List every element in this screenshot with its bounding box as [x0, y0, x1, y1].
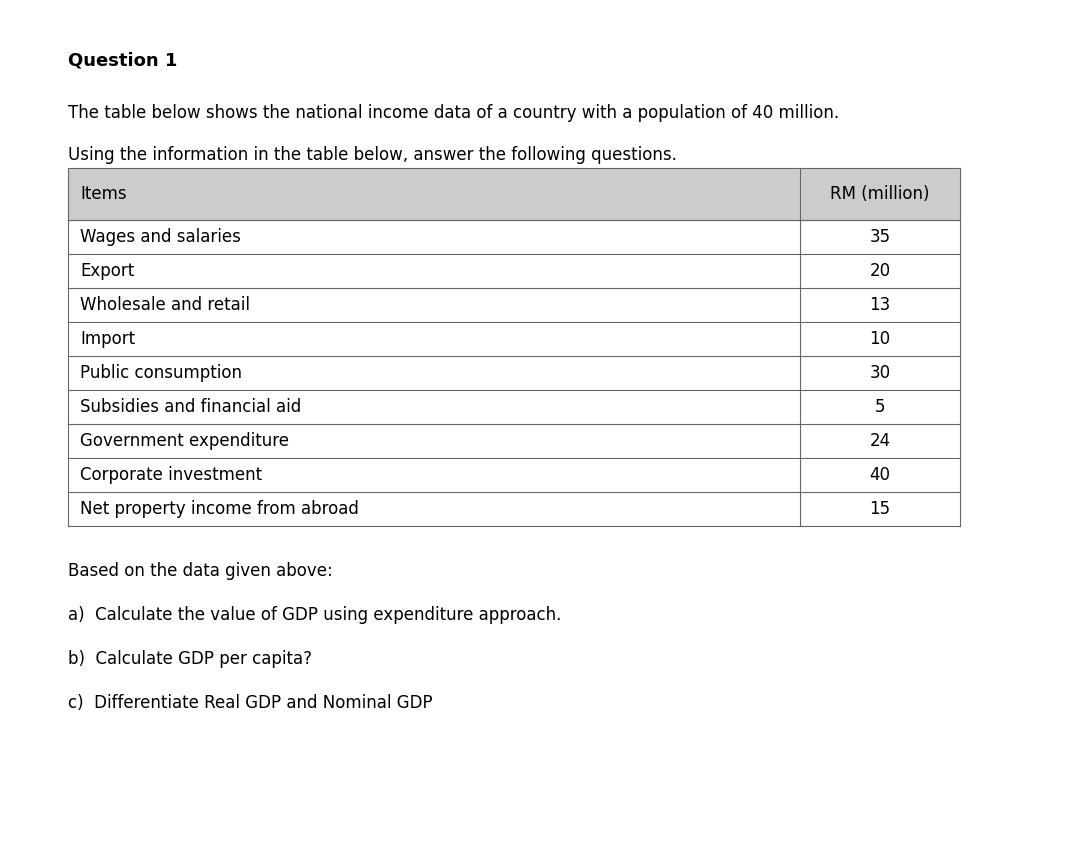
- Text: Using the information in the table below, answer the following questions.: Using the information in the table below…: [68, 146, 677, 164]
- Text: The table below shows the national income data of a country with a population of: The table below shows the national incom…: [68, 104, 839, 122]
- Text: Public consumption: Public consumption: [80, 364, 242, 382]
- Text: 35: 35: [869, 228, 891, 246]
- Text: b)  Calculate GDP per capita?: b) Calculate GDP per capita?: [68, 650, 312, 668]
- Text: a)  Calculate the value of GDP using expenditure approach.: a) Calculate the value of GDP using expe…: [68, 606, 562, 624]
- Text: 40: 40: [869, 466, 891, 484]
- Text: Subsidies and financial aid: Subsidies and financial aid: [80, 398, 301, 416]
- Bar: [68, 322, 960, 356]
- Text: Items: Items: [80, 185, 126, 203]
- Bar: [68, 356, 960, 390]
- Bar: [68, 288, 960, 322]
- Bar: [68, 492, 960, 526]
- Text: Import: Import: [80, 330, 135, 348]
- Bar: [68, 458, 960, 492]
- Text: 20: 20: [869, 262, 891, 280]
- Text: 5: 5: [875, 398, 886, 416]
- Text: Net property income from abroad: Net property income from abroad: [80, 500, 359, 518]
- Text: Corporate investment: Corporate investment: [80, 466, 262, 484]
- Text: 24: 24: [869, 432, 891, 450]
- Text: 30: 30: [869, 364, 891, 382]
- Text: RM (million): RM (million): [831, 185, 930, 203]
- Bar: [68, 424, 960, 458]
- Text: Wholesale and retail: Wholesale and retail: [80, 296, 249, 314]
- Text: Based on the data given above:: Based on the data given above:: [68, 562, 333, 580]
- Bar: [68, 168, 960, 220]
- Text: 15: 15: [869, 500, 891, 518]
- Text: Export: Export: [80, 262, 134, 280]
- Text: c)  Differentiate Real GDP and Nominal GDP: c) Differentiate Real GDP and Nominal GD…: [68, 694, 433, 712]
- Bar: [68, 390, 960, 424]
- Text: 10: 10: [869, 330, 891, 348]
- Text: Wages and salaries: Wages and salaries: [80, 228, 241, 246]
- Text: Question 1: Question 1: [68, 52, 177, 70]
- Bar: [68, 220, 960, 254]
- Text: 13: 13: [869, 296, 891, 314]
- Bar: [68, 254, 960, 288]
- Text: Government expenditure: Government expenditure: [80, 432, 289, 450]
